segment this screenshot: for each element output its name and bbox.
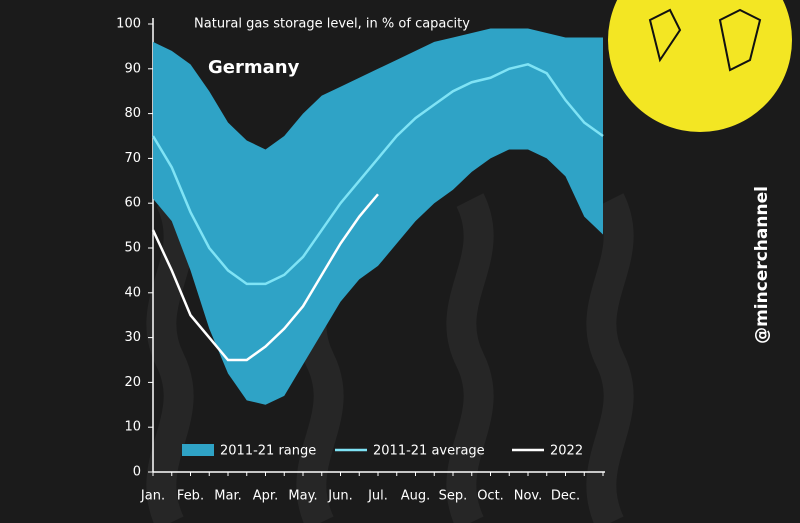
y-tick-label: 60 [124, 196, 141, 211]
x-tick-label: Jun. [327, 489, 352, 504]
x-tick-label: Sep. [439, 489, 468, 504]
line [151, 63, 604, 286]
legend-swatch [182, 444, 214, 456]
range-area [153, 28, 603, 405]
logo [608, 0, 792, 132]
y-tick-label: 80 [124, 106, 141, 121]
legend-label: 2011-21 range [220, 444, 316, 459]
x-tick-label: Nov. [514, 489, 543, 504]
y-tick-label: 90 [124, 61, 141, 76]
line [151, 193, 379, 362]
y-tick-label: 50 [124, 241, 141, 256]
y-tick-label: 100 [116, 17, 141, 32]
chart-title: Natural gas storage level, in % of capac… [194, 17, 470, 32]
x-tick-label: Feb. [177, 489, 204, 504]
x-tick-label: Apr. [253, 489, 278, 504]
legend-label: 2022 [550, 444, 583, 459]
y-tick-label: 70 [124, 151, 141, 166]
watermark: @mincerchannel [752, 186, 772, 344]
y-tick-label: 30 [124, 330, 141, 345]
x-tick-label: May. [288, 489, 317, 504]
x-tick-label: Jul. [367, 489, 388, 504]
y-tick-label: 0 [133, 465, 141, 480]
legend-label: 2011-21 average [373, 444, 485, 459]
x-tick-label: Jan. [140, 489, 165, 504]
x-tick-label: Oct. [477, 489, 504, 504]
y-tick-label: 10 [124, 420, 141, 435]
x-tick-label: Dec. [551, 489, 580, 504]
x-tick-label: Aug. [401, 489, 431, 504]
x-tick-label: Mar. [214, 489, 241, 504]
annotation: Germany [208, 57, 300, 78]
y-tick-label: 40 [124, 285, 141, 300]
y-tick-label: 20 [124, 375, 141, 390]
